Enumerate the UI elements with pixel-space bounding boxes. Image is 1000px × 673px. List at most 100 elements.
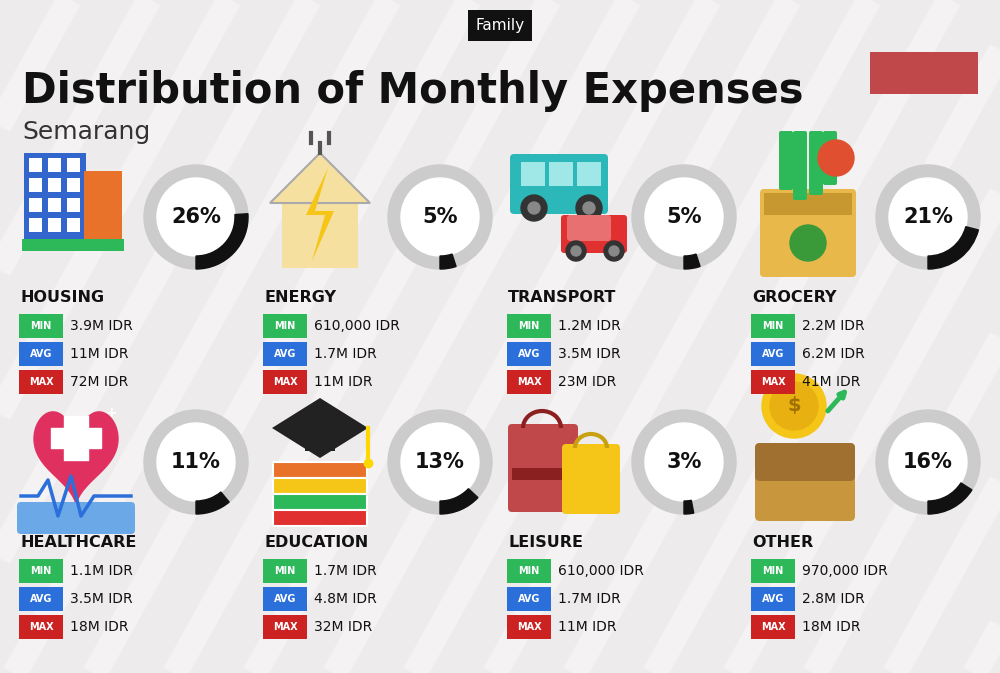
Text: MIN: MIN — [30, 566, 52, 576]
FancyBboxPatch shape — [507, 587, 551, 611]
Text: 3%: 3% — [666, 452, 702, 472]
FancyBboxPatch shape — [793, 131, 807, 200]
Text: MAX: MAX — [761, 377, 785, 387]
Text: MAX: MAX — [273, 377, 297, 387]
Text: 11M IDR: 11M IDR — [70, 347, 128, 361]
Circle shape — [576, 195, 602, 221]
Text: 2.8M IDR: 2.8M IDR — [802, 592, 865, 606]
FancyBboxPatch shape — [760, 189, 856, 277]
FancyBboxPatch shape — [24, 153, 86, 241]
Text: 3.5M IDR: 3.5M IDR — [70, 592, 133, 606]
Text: AVG: AVG — [30, 349, 52, 359]
FancyBboxPatch shape — [19, 587, 63, 611]
Text: 72M IDR: 72M IDR — [70, 375, 128, 389]
Wedge shape — [440, 254, 456, 269]
Circle shape — [762, 374, 826, 438]
Wedge shape — [196, 492, 229, 514]
Text: MAX: MAX — [273, 622, 297, 632]
Circle shape — [818, 140, 854, 176]
FancyBboxPatch shape — [29, 218, 42, 232]
Text: MIN: MIN — [30, 321, 52, 331]
FancyBboxPatch shape — [510, 154, 608, 214]
Text: Distribution of Monthly Expenses: Distribution of Monthly Expenses — [22, 70, 804, 112]
FancyBboxPatch shape — [751, 559, 795, 583]
Circle shape — [388, 410, 492, 514]
FancyBboxPatch shape — [751, 342, 795, 366]
Circle shape — [388, 165, 492, 269]
Circle shape — [645, 423, 723, 501]
Text: HOUSING: HOUSING — [20, 290, 104, 305]
Text: 18M IDR: 18M IDR — [70, 620, 128, 634]
FancyBboxPatch shape — [29, 158, 42, 172]
Circle shape — [157, 423, 235, 501]
Text: MIN: MIN — [274, 566, 296, 576]
FancyBboxPatch shape — [22, 239, 124, 251]
FancyBboxPatch shape — [779, 131, 793, 190]
FancyBboxPatch shape — [305, 426, 335, 451]
Text: 1.1M IDR: 1.1M IDR — [70, 564, 133, 578]
Circle shape — [790, 225, 826, 261]
Text: 3.9M IDR: 3.9M IDR — [70, 319, 133, 333]
Text: 1.7M IDR: 1.7M IDR — [314, 347, 377, 361]
Text: 1.7M IDR: 1.7M IDR — [558, 592, 621, 606]
Circle shape — [876, 165, 980, 269]
FancyBboxPatch shape — [764, 193, 852, 215]
Circle shape — [645, 178, 723, 256]
FancyBboxPatch shape — [273, 478, 367, 494]
FancyBboxPatch shape — [263, 559, 307, 583]
FancyBboxPatch shape — [19, 615, 63, 639]
FancyBboxPatch shape — [263, 370, 307, 394]
Text: 18M IDR: 18M IDR — [802, 620, 860, 634]
Text: 610,000 IDR: 610,000 IDR — [314, 319, 400, 333]
Circle shape — [604, 241, 624, 261]
Circle shape — [401, 178, 479, 256]
Polygon shape — [272, 398, 368, 458]
FancyBboxPatch shape — [567, 215, 611, 241]
Text: EDUCATION: EDUCATION — [264, 535, 368, 550]
Text: AVG: AVG — [762, 349, 784, 359]
FancyBboxPatch shape — [263, 342, 307, 366]
Text: AVG: AVG — [762, 594, 784, 604]
Text: 32M IDR: 32M IDR — [314, 620, 372, 634]
FancyBboxPatch shape — [67, 178, 80, 192]
Text: AVG: AVG — [518, 349, 540, 359]
Text: 6.2M IDR: 6.2M IDR — [802, 347, 865, 361]
FancyBboxPatch shape — [507, 314, 551, 338]
Circle shape — [770, 382, 818, 430]
Text: $: $ — [787, 396, 801, 415]
Circle shape — [889, 178, 967, 256]
Circle shape — [528, 202, 540, 214]
Circle shape — [632, 410, 736, 514]
FancyBboxPatch shape — [751, 370, 795, 394]
Circle shape — [609, 246, 619, 256]
FancyBboxPatch shape — [282, 203, 358, 268]
Circle shape — [566, 241, 586, 261]
Text: 610,000 IDR: 610,000 IDR — [558, 564, 644, 578]
Wedge shape — [440, 489, 478, 514]
FancyBboxPatch shape — [507, 615, 551, 639]
FancyBboxPatch shape — [562, 444, 620, 514]
Text: AVG: AVG — [518, 594, 540, 604]
Text: 11%: 11% — [171, 452, 221, 472]
FancyBboxPatch shape — [751, 615, 795, 639]
Text: ENERGY: ENERGY — [264, 290, 336, 305]
FancyBboxPatch shape — [48, 178, 61, 192]
Text: GROCERY: GROCERY — [752, 290, 836, 305]
Text: +: + — [105, 406, 117, 420]
Text: 13%: 13% — [415, 452, 465, 472]
Circle shape — [583, 202, 595, 214]
FancyBboxPatch shape — [508, 424, 578, 512]
Text: AVG: AVG — [30, 594, 52, 604]
Text: MIN: MIN — [518, 321, 540, 331]
FancyBboxPatch shape — [751, 314, 795, 338]
FancyBboxPatch shape — [507, 342, 551, 366]
FancyBboxPatch shape — [17, 502, 135, 534]
FancyBboxPatch shape — [29, 178, 42, 192]
Text: 1.2M IDR: 1.2M IDR — [558, 319, 621, 333]
FancyBboxPatch shape — [84, 171, 122, 241]
FancyBboxPatch shape — [507, 559, 551, 583]
Circle shape — [571, 246, 581, 256]
FancyBboxPatch shape — [521, 162, 545, 186]
Text: 5%: 5% — [666, 207, 702, 227]
Text: MAX: MAX — [29, 377, 53, 387]
